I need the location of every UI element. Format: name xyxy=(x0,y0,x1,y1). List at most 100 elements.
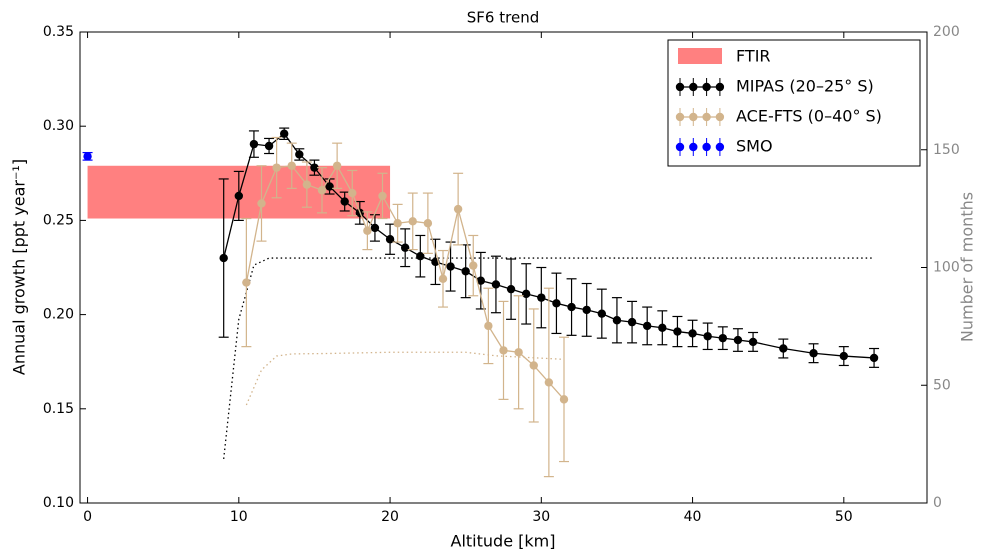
point xyxy=(484,321,493,331)
point xyxy=(332,161,342,170)
point xyxy=(567,302,576,312)
point xyxy=(370,223,380,233)
y2-tick-label: 0 xyxy=(933,495,942,511)
legend-label: SMO xyxy=(736,137,773,156)
point xyxy=(416,251,425,261)
x-axis-label: Altitude [km] xyxy=(451,532,556,551)
y2-axis-label: Number of months xyxy=(958,192,977,342)
legend-marker xyxy=(689,142,698,152)
point xyxy=(718,333,728,343)
point xyxy=(385,235,395,244)
point xyxy=(279,129,289,138)
legend-patch xyxy=(678,48,722,64)
legend-marker xyxy=(675,142,685,152)
x-tick-label: 50 xyxy=(835,509,853,525)
point xyxy=(408,217,417,226)
y-tick-label: 0.35 xyxy=(43,24,74,40)
x-tick-label: 20 xyxy=(381,509,399,525)
point xyxy=(287,161,296,170)
point xyxy=(378,191,387,201)
legend-marker xyxy=(715,82,725,92)
point xyxy=(264,141,274,151)
point xyxy=(506,284,516,294)
point xyxy=(310,163,319,172)
x-tick-label: 10 xyxy=(230,509,248,525)
point xyxy=(219,253,228,263)
y-axis-label: Annual growth [ppt year⁻¹] xyxy=(10,159,29,375)
point xyxy=(627,317,637,327)
x-tick-label: 40 xyxy=(684,509,702,525)
point xyxy=(733,335,743,345)
point xyxy=(272,163,281,172)
point xyxy=(658,323,667,332)
point xyxy=(779,344,788,353)
point xyxy=(537,293,546,302)
point xyxy=(476,276,486,285)
point xyxy=(317,186,327,195)
y-tick-label: 0.15 xyxy=(43,401,74,417)
legend-marker xyxy=(702,112,711,122)
point xyxy=(295,150,304,159)
point xyxy=(642,321,652,331)
point xyxy=(249,139,259,149)
x-tick-label: 0 xyxy=(83,509,92,525)
point xyxy=(363,226,372,235)
point xyxy=(514,348,523,357)
legend-label: MIPAS (20–25° S) xyxy=(736,77,874,96)
point xyxy=(582,305,591,315)
point xyxy=(544,378,554,387)
y2-tick-label: 50 xyxy=(933,377,951,393)
y-tick-label: 0.20 xyxy=(43,307,74,323)
point xyxy=(703,332,712,341)
point xyxy=(748,337,758,347)
point xyxy=(809,349,818,358)
legend-marker xyxy=(675,82,685,92)
point xyxy=(453,204,463,214)
point xyxy=(438,274,448,284)
point xyxy=(340,197,349,206)
chart-title: SF6 trend xyxy=(467,9,539,27)
point xyxy=(559,395,569,404)
legend-marker xyxy=(675,112,685,122)
legend-marker xyxy=(689,112,698,122)
point xyxy=(348,188,357,198)
legend-marker xyxy=(702,82,711,92)
legend-label: FTIR xyxy=(736,47,771,66)
point xyxy=(529,361,538,370)
point xyxy=(446,262,455,271)
point xyxy=(461,267,470,276)
y2-tick-label: 200 xyxy=(933,24,960,40)
point xyxy=(491,280,501,289)
point xyxy=(839,351,849,361)
y2-tick-label: 150 xyxy=(933,142,960,158)
point xyxy=(83,152,92,161)
legend-marker xyxy=(689,82,698,92)
point xyxy=(325,182,334,191)
y-tick-label: 0.25 xyxy=(43,212,74,228)
y-tick-label: 0.30 xyxy=(43,118,74,134)
point xyxy=(400,243,410,252)
point xyxy=(552,299,561,308)
count-line xyxy=(223,257,875,460)
y-tick-label: 0.10 xyxy=(43,495,74,511)
point xyxy=(257,199,266,208)
legend-marker xyxy=(715,112,725,122)
point xyxy=(499,346,508,355)
legend-label: ACE-FTS (0–40° S) xyxy=(736,107,882,126)
legend-marker xyxy=(715,142,725,152)
series-line xyxy=(245,164,565,400)
legend: FTIR MIPAS (20–25° S) ACE-FTS (0–40° S) SMO xyxy=(667,39,921,167)
point xyxy=(393,219,402,228)
point xyxy=(469,261,478,270)
point xyxy=(521,289,531,299)
point xyxy=(612,316,622,325)
count-line xyxy=(245,351,565,406)
legend-marker xyxy=(702,142,711,152)
x-tick-label: 30 xyxy=(532,509,550,525)
point xyxy=(234,191,244,201)
point xyxy=(597,309,607,318)
point xyxy=(869,353,879,363)
y2-tick-label: 100 xyxy=(933,260,960,276)
point xyxy=(302,180,312,189)
